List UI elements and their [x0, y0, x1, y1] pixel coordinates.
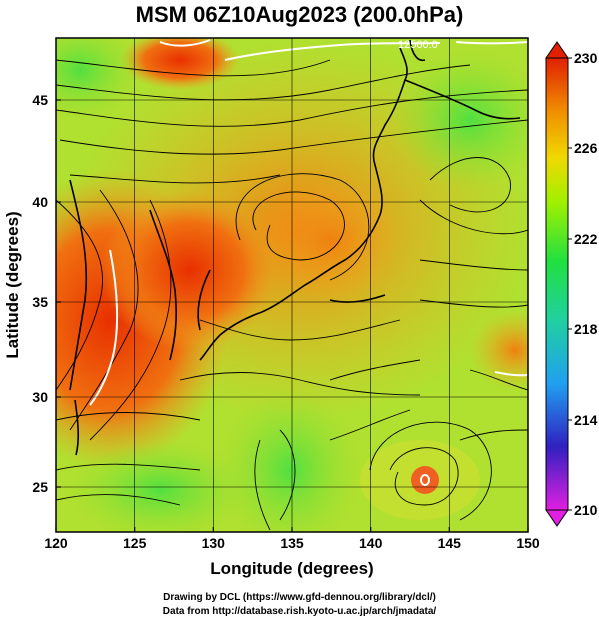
y-tick-label: 30 — [32, 389, 48, 405]
streamlines — [56, 59, 528, 531]
credit-drawing: Drawing by DCL (https://www.gfd-dennou.o… — [163, 592, 436, 603]
colorbar-top-arrow — [545, 41, 569, 59]
x-tick-label: 130 — [202, 535, 226, 551]
x-tick-label: 145 — [438, 535, 462, 551]
colorbar-bottom-arrow — [545, 509, 569, 527]
colorbar-tick-label: 222 — [574, 231, 598, 247]
x-tick-label: 140 — [359, 535, 383, 551]
y-tick-marks — [56, 99, 61, 488]
x-tick-label: 125 — [123, 535, 147, 551]
grid — [56, 38, 528, 532]
temperature-field: 12500.0 — [56, 38, 528, 532]
x-tick-label: 120 — [44, 535, 68, 551]
y-axis-title: Latitude (degrees) — [3, 211, 22, 358]
colorbar-tick-label: 214 — [574, 412, 598, 428]
colorbar-tick-label: 210 — [574, 502, 598, 518]
contour-lines — [89, 39, 528, 486]
contour-label: 12500.0 — [398, 39, 438, 51]
y-tick-label: 35 — [32, 294, 48, 310]
colorbar-bar — [545, 57, 569, 511]
x-tick-marks — [55, 527, 529, 532]
colorbar-tick-label: 218 — [574, 321, 598, 337]
y-tick-label: 25 — [32, 479, 48, 495]
coastlines — [69, 39, 521, 456]
x-tick-labels: 120 125 130 135 140 145 150 — [44, 535, 540, 551]
colorbar: 230 226 222 218 214 210 — [545, 41, 598, 527]
x-tick-label: 135 — [280, 535, 304, 551]
x-tick-label: 150 — [516, 535, 540, 551]
x-axis-title: Longitude (degrees) — [210, 559, 373, 578]
y-tick-labels: 25 30 35 40 45 — [32, 92, 48, 495]
credit-data: Data from http://database.rish.kyoto-u.a… — [162, 606, 437, 617]
y-tick-label: 45 — [32, 92, 48, 108]
map-title: MSM 06Z10Aug2023 (200.0hPa) — [135, 2, 464, 27]
colorbar-tick-label: 230 — [574, 50, 598, 66]
colorbar-tick-label: 226 — [574, 140, 598, 156]
y-tick-label: 40 — [32, 194, 48, 210]
